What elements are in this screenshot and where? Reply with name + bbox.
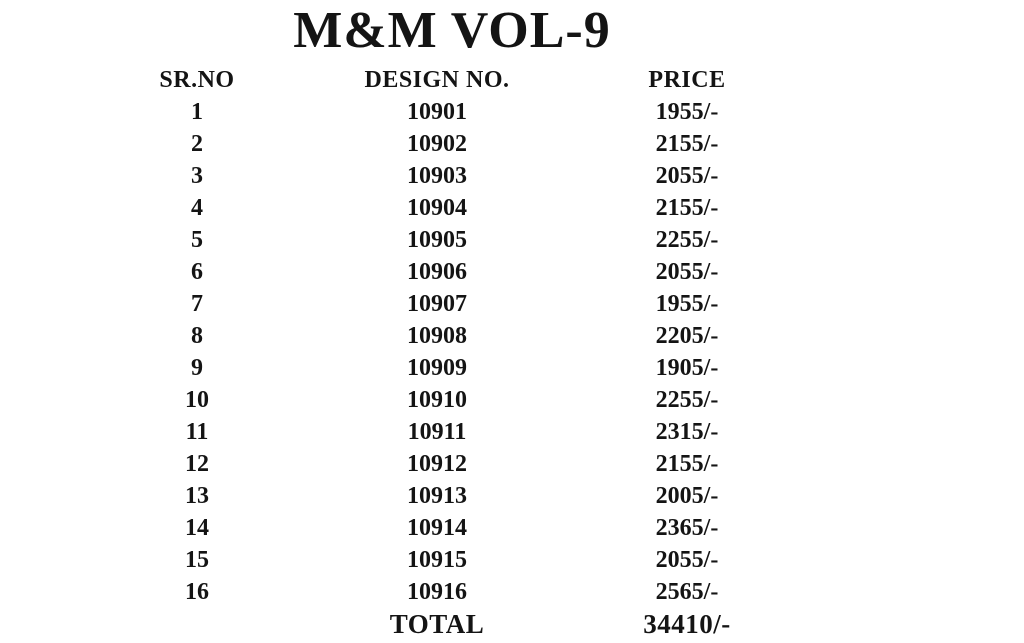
total-label: TOTAL bbox=[389, 609, 485, 639]
price-cell: 2565/- bbox=[655, 579, 719, 605]
sr-no-cell: 4 bbox=[191, 195, 203, 221]
total-value: 34410/- bbox=[643, 609, 731, 639]
total-spacer-cell bbox=[75, 608, 319, 640]
table-total-row: TOTAL 34410/- bbox=[75, 608, 1024, 640]
sr-no-cell: 15 bbox=[185, 547, 209, 573]
sr-no-cell: 7 bbox=[191, 291, 203, 317]
table-row: 6 10906 2055/- bbox=[75, 256, 1024, 288]
price-cell: 1955/- bbox=[655, 291, 719, 317]
price-cell: 2155/- bbox=[655, 195, 719, 221]
price-cell: 2315/- bbox=[655, 419, 719, 445]
table-row: 7 10907 1955/- bbox=[75, 288, 1024, 320]
sr-no-cell: 10 bbox=[185, 387, 209, 413]
table-row: 12 10912 2155/- bbox=[75, 448, 1024, 480]
price-cell: 1905/- bbox=[655, 355, 719, 381]
price-cell: 2155/- bbox=[655, 131, 719, 157]
table-row: 15 10915 2055/- bbox=[75, 544, 1024, 576]
design-no-cell: 10915 bbox=[407, 547, 467, 573]
price-cell: 2255/- bbox=[655, 227, 719, 253]
price-cell: 2055/- bbox=[655, 547, 719, 573]
sr-no-cell: 8 bbox=[191, 323, 203, 349]
sr-no-cell: 2 bbox=[191, 131, 203, 157]
design-no-cell: 10911 bbox=[407, 419, 467, 445]
table-row: 3 10903 2055/- bbox=[75, 160, 1024, 192]
price-table: SR.NO DESIGN NO. PRICE 1 10901 1955/- 2 1090… bbox=[0, 64, 1024, 640]
sr-no-cell: 16 bbox=[185, 579, 209, 605]
page-title: M&M VOL-9 bbox=[293, 2, 611, 59]
sr-no-cell: 1 bbox=[191, 99, 203, 125]
design-no-cell: 10914 bbox=[407, 515, 467, 541]
design-no-cell: 10901 bbox=[407, 99, 467, 125]
design-no-cell: 10909 bbox=[407, 355, 467, 381]
design-no-cell: 10907 bbox=[407, 291, 467, 317]
design-no-cell: 10903 bbox=[407, 163, 467, 189]
price-cell: 2005/- bbox=[655, 483, 719, 509]
design-no-cell: 10908 bbox=[407, 323, 467, 349]
sr-no-cell: 13 bbox=[185, 483, 209, 509]
table-row: 10 10910 2255/- bbox=[75, 384, 1024, 416]
design-no-cell: 10906 bbox=[407, 259, 467, 285]
header-price: PRICE bbox=[648, 67, 726, 93]
price-cell: 1955/- bbox=[655, 99, 719, 125]
sr-no-cell: 9 bbox=[191, 355, 203, 381]
table-header-row: SR.NO DESIGN NO. PRICE bbox=[75, 64, 1024, 96]
table-body: 1 10901 1955/- 2 10902 2155/- 3 10903 2055/- 4 109… bbox=[75, 96, 1024, 608]
design-no-cell: 10913 bbox=[407, 483, 467, 509]
price-cell: 2365/- bbox=[655, 515, 719, 541]
design-no-cell: 10912 bbox=[407, 451, 467, 477]
header-sr-no: SR.NO bbox=[159, 67, 235, 93]
sr-no-cell: 14 bbox=[185, 515, 209, 541]
table-row: 14 10914 2365/- bbox=[75, 512, 1024, 544]
design-no-cell: 10905 bbox=[407, 227, 467, 253]
table-row: 13 10913 2005/- bbox=[75, 480, 1024, 512]
design-no-cell: 10904 bbox=[407, 195, 467, 221]
table-row: 8 10908 2205/- bbox=[75, 320, 1024, 352]
sr-no-cell: 5 bbox=[191, 227, 203, 253]
sr-no-cell: 6 bbox=[191, 259, 203, 285]
table-row: 9 10909 1905/- bbox=[75, 352, 1024, 384]
design-no-cell: 10916 bbox=[407, 579, 467, 605]
design-no-cell: 10902 bbox=[407, 131, 467, 157]
table-row: 11 10911 2315/- bbox=[75, 416, 1024, 448]
table-row: 1 10901 1955/- bbox=[75, 96, 1024, 128]
sr-no-cell: 3 bbox=[191, 163, 203, 189]
sr-no-cell: 12 bbox=[185, 451, 209, 477]
header-design-no: DESIGN NO. bbox=[364, 67, 510, 93]
table-row: 16 10916 2565/- bbox=[75, 576, 1024, 608]
design-no-cell: 10910 bbox=[407, 387, 467, 413]
price-cell: 2155/- bbox=[655, 451, 719, 477]
table-row: 4 10904 2155/- bbox=[75, 192, 1024, 224]
price-cell: 2055/- bbox=[655, 163, 719, 189]
price-cell: 2255/- bbox=[655, 387, 719, 413]
table-row: 2 10902 2155/- bbox=[75, 128, 1024, 160]
table-row: 5 10905 2255/- bbox=[75, 224, 1024, 256]
price-cell: 2205/- bbox=[655, 323, 719, 349]
price-cell: 2055/- bbox=[655, 259, 719, 285]
sr-no-cell: 11 bbox=[185, 419, 209, 445]
